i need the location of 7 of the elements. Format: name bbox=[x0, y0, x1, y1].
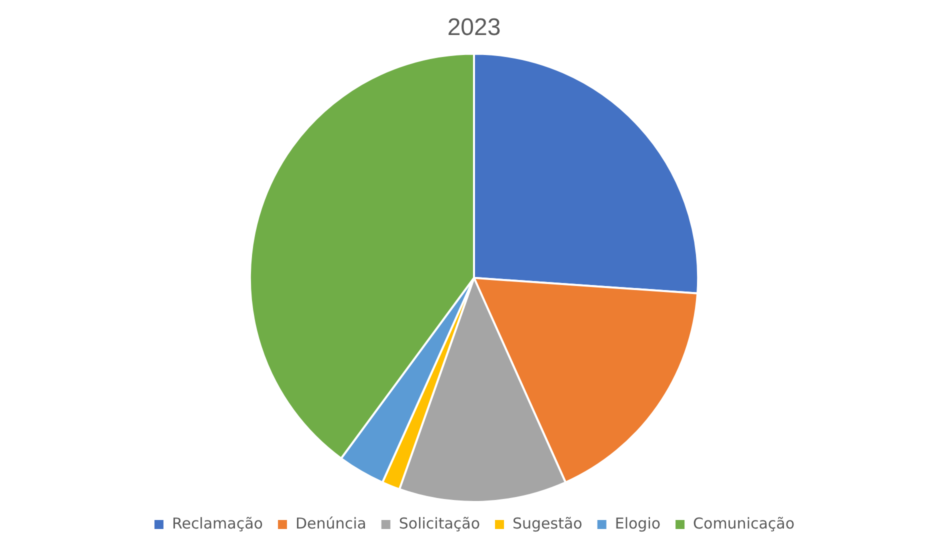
legend-label: Elogio bbox=[614, 514, 661, 532]
legend-label: Denúncia bbox=[295, 514, 366, 532]
legend-label: Comunicação bbox=[693, 514, 795, 532]
chart-title: 2023 bbox=[447, 14, 501, 42]
legend-label: Reclamação bbox=[172, 514, 263, 532]
legend-label: Solicitação bbox=[398, 514, 480, 532]
legend-label: Sugestão bbox=[512, 514, 582, 532]
